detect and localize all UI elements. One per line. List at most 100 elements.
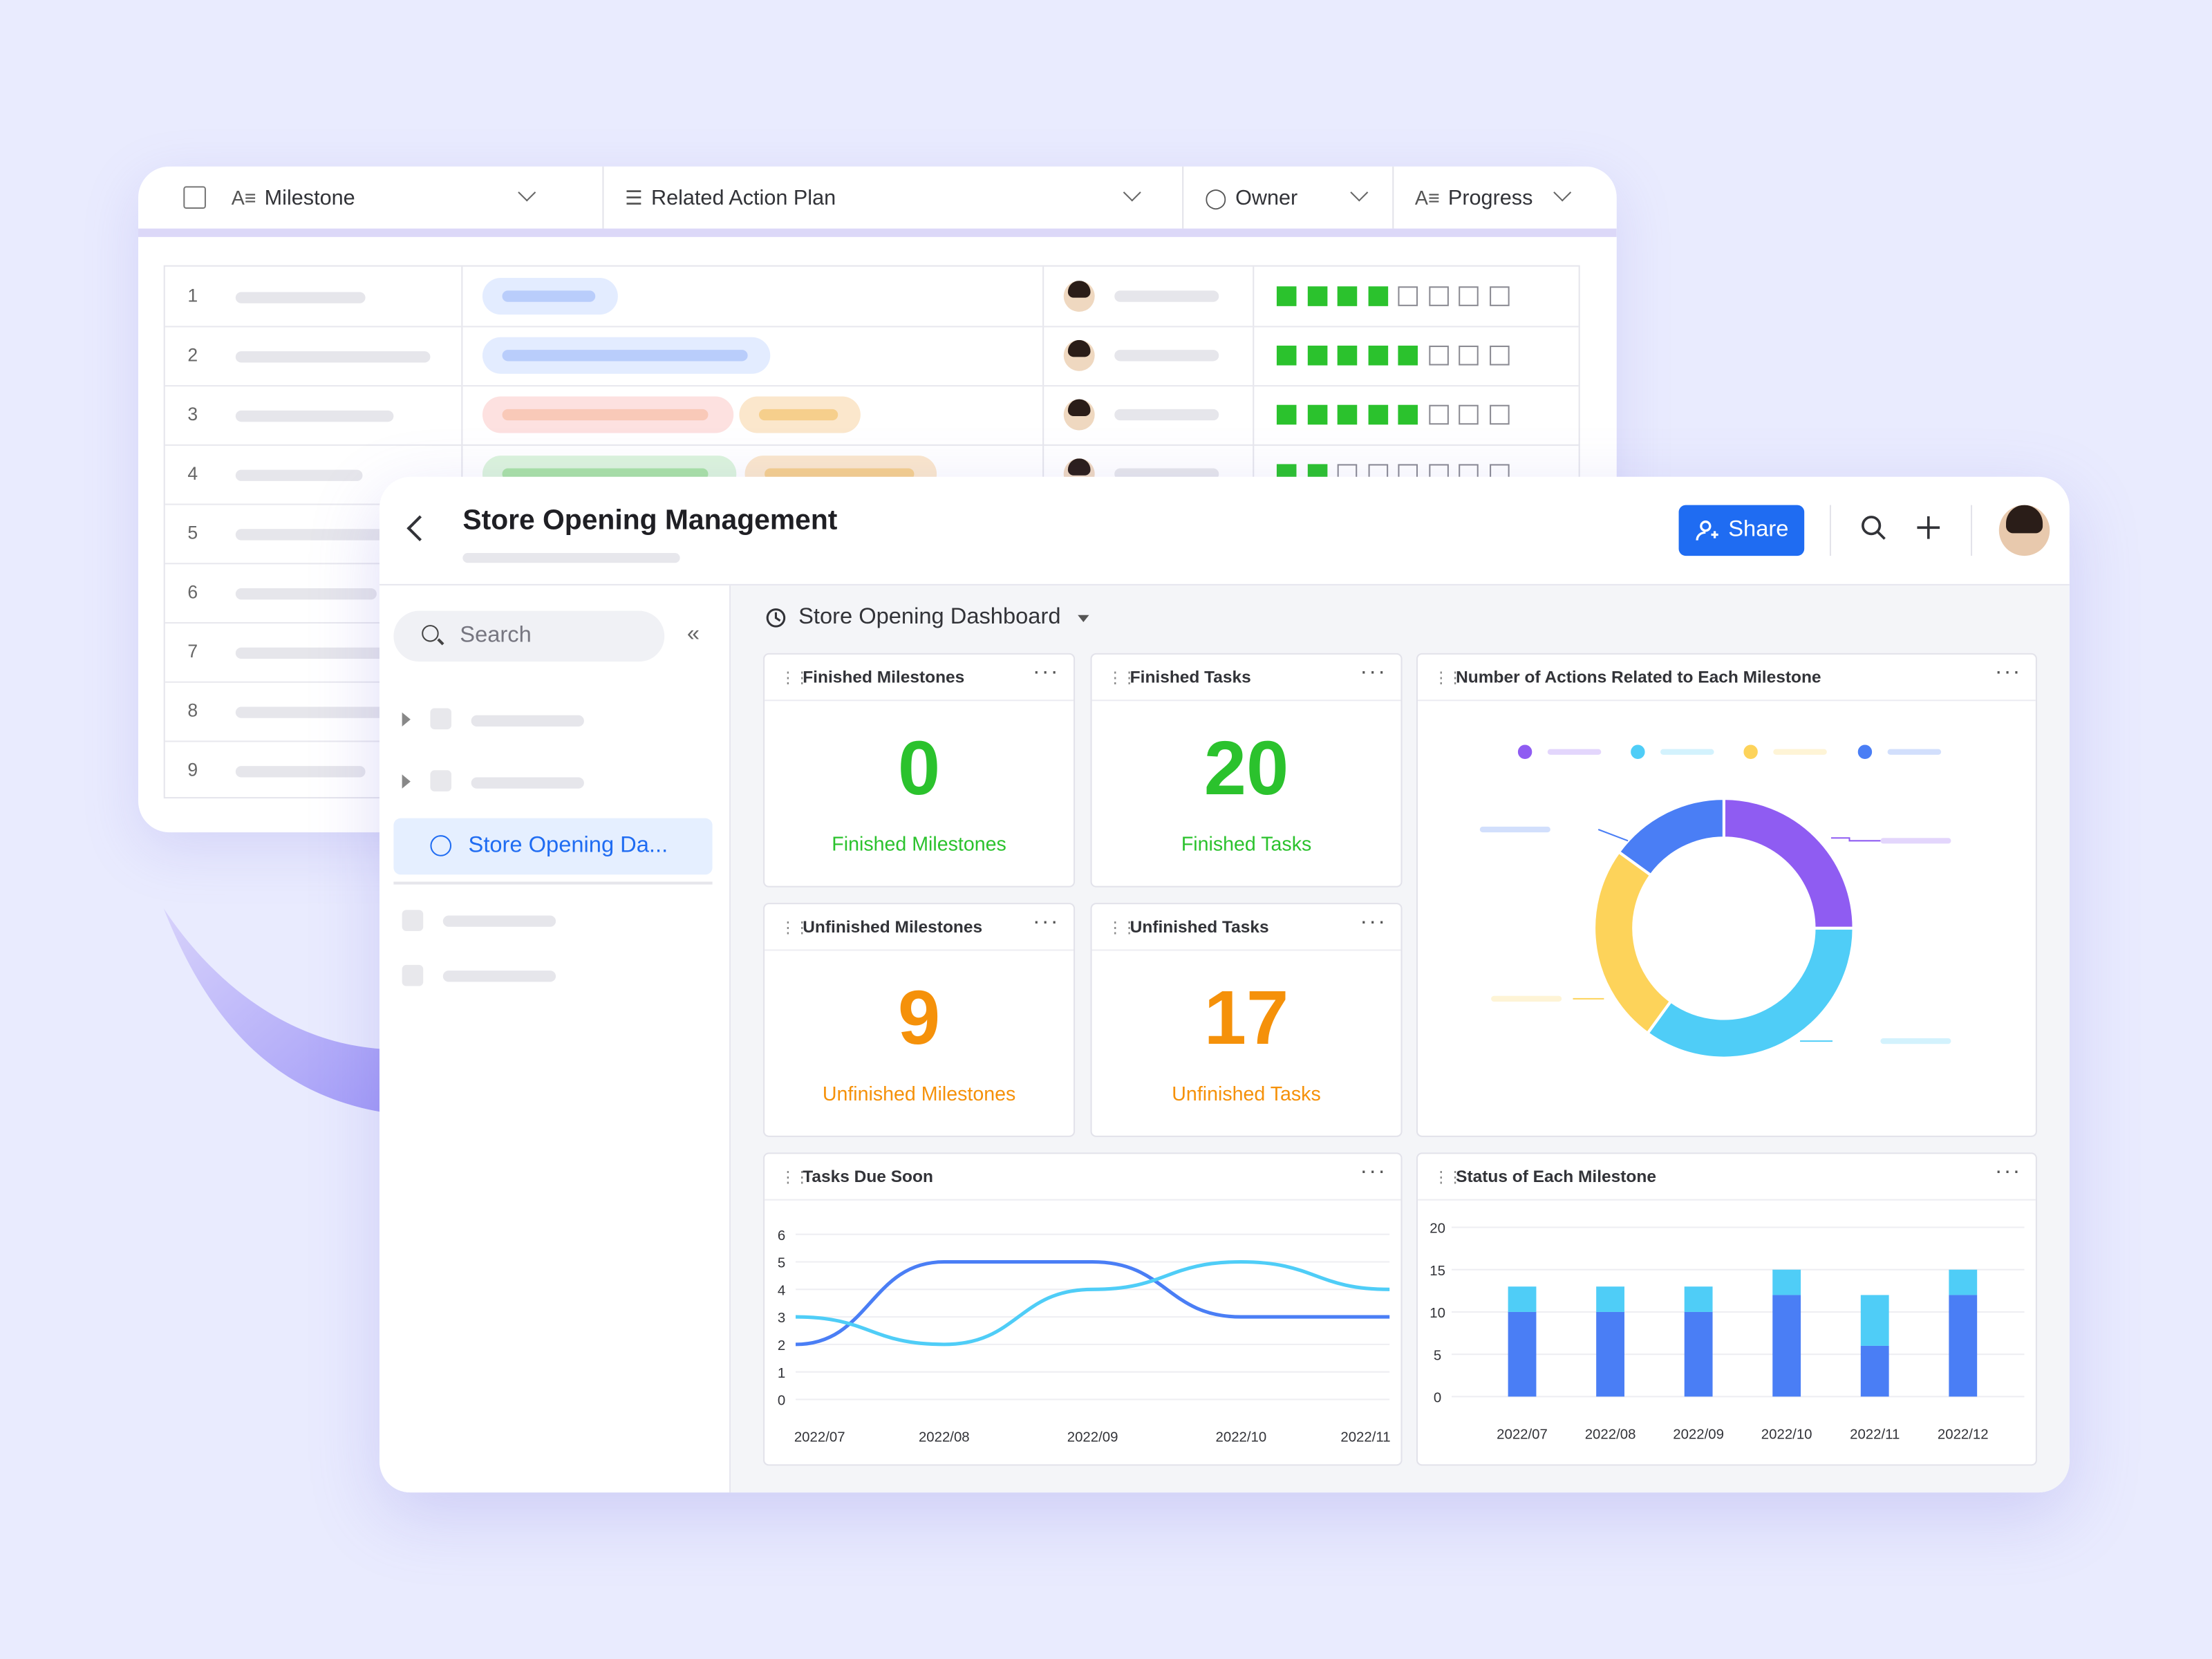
bar-segment bbox=[1860, 1295, 1889, 1346]
sidebar-item-store-opening-dashboard[interactable]: Store Opening Da... bbox=[393, 818, 713, 875]
table-row[interactable]: 3 bbox=[165, 385, 1579, 446]
leader-line bbox=[1830, 837, 1881, 842]
more-options-icon[interactable]: ··· bbox=[1994, 660, 2022, 684]
bar-segment bbox=[1596, 1286, 1624, 1312]
column-header-owner[interactable]: ◯ Owner bbox=[1205, 167, 1388, 229]
progress-square-empty bbox=[1459, 345, 1479, 366]
table-row[interactable]: 2 bbox=[165, 326, 1579, 387]
progress-square-filled bbox=[1306, 286, 1327, 306]
avatar[interactable] bbox=[1063, 339, 1095, 371]
x-tick-label: 2022/07 bbox=[1497, 1427, 1548, 1443]
more-options-icon[interactable]: ··· bbox=[1994, 1159, 2022, 1184]
drag-handle-icon[interactable]: ⋮⋮ bbox=[1433, 1169, 1463, 1187]
y-tick-label: 10 bbox=[1430, 1306, 1445, 1321]
more-options-icon[interactable]: ··· bbox=[1032, 910, 1060, 935]
y-tick-label: 5 bbox=[778, 1256, 785, 1271]
x-tick-label: 2022/08 bbox=[919, 1430, 970, 1445]
column-header-progress[interactable]: A≡ Progress bbox=[1415, 167, 1591, 229]
line-series bbox=[796, 1259, 1390, 1347]
search-icon[interactable] bbox=[1859, 514, 1888, 542]
expand-arrow-icon[interactable] bbox=[402, 712, 411, 727]
widget-status-of-each-milestone[interactable]: ⋮⋮ Status of Each Milestone ··· 0 5 10 15 20 20… bbox=[1416, 1152, 2037, 1466]
y-tick-label: 20 bbox=[1430, 1221, 1445, 1237]
progress-square-filled bbox=[1337, 345, 1358, 366]
y-tick-label: 2 bbox=[778, 1338, 785, 1353]
slice-label-placeholder bbox=[1880, 838, 1951, 844]
y-tick-label: 3 bbox=[778, 1311, 785, 1326]
donut-slice bbox=[1593, 850, 1673, 1035]
drag-handle-icon[interactable]: ⋮⋮ bbox=[780, 1169, 810, 1187]
widget-actions-per-milestone[interactable]: ⋮⋮ Number of Actions Related to Each Mile… bbox=[1416, 653, 2037, 1137]
widget-finished-tasks[interactable]: ⋮⋮ Finished Tasks ··· 20 Finished Tasks bbox=[1090, 653, 1403, 888]
widget-unfinished-milestones[interactable]: ⋮⋮ Unfinished Milestones ··· 9 Unfinished … bbox=[763, 903, 1076, 1137]
search-input[interactable]: Search bbox=[393, 610, 665, 662]
avatar[interactable] bbox=[1063, 399, 1095, 431]
widget-tasks-due-soon[interactable]: ⋮⋮ Tasks Due Soon ··· 0 1 2 3 4 5 6 2022/07 2022/0… bbox=[763, 1152, 1403, 1466]
chevron-down-icon[interactable] bbox=[1350, 183, 1369, 202]
text-column-icon: A≡ bbox=[231, 186, 256, 209]
legend-item bbox=[1741, 742, 1827, 762]
chevron-down-icon[interactable] bbox=[1123, 183, 1141, 202]
add-person-icon bbox=[1696, 521, 1718, 541]
widget-finished-milestones[interactable]: ⋮⋮ Finished Milestones ··· 0 Finished Mile… bbox=[763, 653, 1076, 888]
progress-square-empty bbox=[1489, 345, 1509, 366]
drag-handle-icon[interactable]: ⋮⋮ bbox=[1107, 919, 1137, 937]
dashboard-icon bbox=[430, 835, 452, 856]
bar-segment bbox=[1772, 1295, 1801, 1397]
x-tick-label: 2022/10 bbox=[1216, 1430, 1267, 1445]
collapse-sidebar-icon[interactable]: « bbox=[686, 621, 700, 646]
drag-handle-icon[interactable]: ⋮⋮ bbox=[1107, 670, 1137, 687]
bar-segment bbox=[1508, 1311, 1537, 1397]
line-chart: 0 1 2 3 4 5 6 2022/07 2022/08 2022/09 2022/10 2022/… bbox=[778, 1228, 1391, 1445]
page-subtitle-placeholder bbox=[462, 552, 680, 563]
y-tick-label: 1 bbox=[778, 1366, 785, 1381]
progress-square-empty bbox=[1428, 286, 1448, 306]
x-tick-label: 2022/09 bbox=[1673, 1427, 1724, 1443]
more-options-icon[interactable]: ··· bbox=[1032, 660, 1060, 684]
drag-handle-icon[interactable]: ⋮⋮ bbox=[780, 919, 810, 937]
table-row[interactable]: 9 bbox=[165, 740, 1579, 800]
bar-segment bbox=[1684, 1286, 1713, 1312]
more-options-icon[interactable]: ··· bbox=[1360, 910, 1387, 935]
progress-square-filled bbox=[1306, 404, 1327, 425]
caret-down-icon bbox=[1077, 615, 1089, 622]
drag-handle-icon[interactable]: ⋮⋮ bbox=[780, 670, 810, 687]
back-arrow-icon[interactable] bbox=[406, 515, 433, 542]
chevron-down-icon[interactable] bbox=[1553, 183, 1572, 202]
table-row[interactable]: 1 bbox=[165, 267, 1579, 328]
plus-icon[interactable] bbox=[1914, 514, 1942, 542]
x-tick-label: 2022/07 bbox=[794, 1430, 845, 1445]
widget-unfinished-tasks[interactable]: ⋮⋮ Unfinished Tasks ··· 17 Unfinished Task… bbox=[1090, 903, 1403, 1137]
progress-square-empty bbox=[1489, 286, 1509, 306]
bar-chart: 0 5 10 15 20 2022/07 2022/08 2022/09 2022/10 2022… bbox=[1430, 1221, 2025, 1443]
progress-square-empty bbox=[1398, 286, 1418, 306]
dashboard-view-selector[interactable]: Store Opening Dashboard bbox=[765, 606, 1091, 631]
legend-dot bbox=[1741, 742, 1761, 762]
expand-arrow-icon[interactable] bbox=[402, 774, 411, 789]
legend-dot bbox=[1628, 742, 1648, 762]
column-header-milestone[interactable]: A≡ Milestone bbox=[232, 167, 556, 229]
more-options-icon[interactable]: ··· bbox=[1360, 1159, 1387, 1184]
column-header-action-plan[interactable]: ☰ Related Action Plan bbox=[625, 167, 1161, 229]
leader-line bbox=[1597, 829, 1629, 842]
dashboard-header: Store Opening Management Share bbox=[379, 477, 2070, 585]
select-all-checkbox[interactable] bbox=[183, 186, 206, 209]
bar-segment bbox=[1949, 1269, 1978, 1295]
avatar[interactable] bbox=[1063, 281, 1095, 312]
slice-label-placeholder bbox=[1880, 1038, 1951, 1044]
chevron-down-icon[interactable] bbox=[518, 183, 536, 202]
share-button[interactable]: Share bbox=[1678, 505, 1805, 556]
user-avatar[interactable] bbox=[1998, 505, 2050, 556]
unfinished-milestones-value: 9 bbox=[897, 976, 941, 1061]
bar-segment bbox=[1949, 1295, 1978, 1397]
donut-slice bbox=[1722, 797, 1855, 930]
slice-label-placeholder bbox=[1479, 826, 1550, 833]
drag-handle-icon[interactable]: ⋮⋮ bbox=[1433, 670, 1463, 687]
x-tick-label: 2022/08 bbox=[1585, 1427, 1636, 1443]
avatar[interactable] bbox=[1063, 458, 1095, 490]
x-tick-label: 2022/10 bbox=[1761, 1427, 1812, 1443]
unfinished-milestones-caption: Unfinished Milestones bbox=[822, 1082, 1016, 1105]
more-options-icon[interactable]: ··· bbox=[1360, 660, 1387, 684]
legend-label-placeholder bbox=[1773, 749, 1827, 755]
